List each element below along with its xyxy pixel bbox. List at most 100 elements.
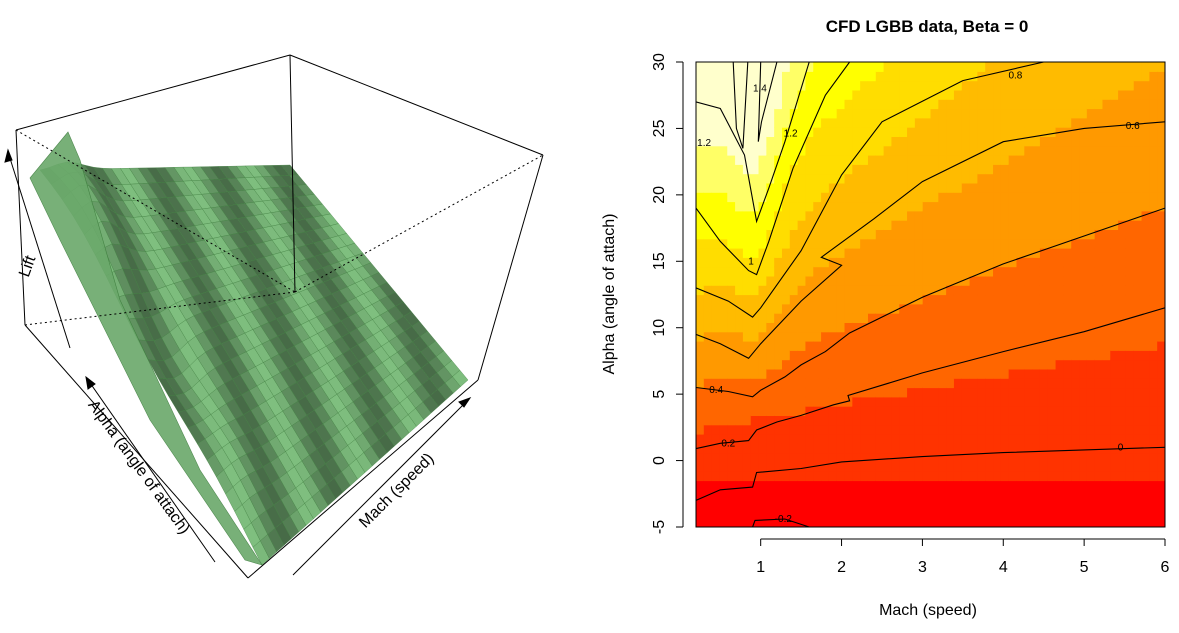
heatmap-cell: [1149, 71, 1158, 82]
heatmap-cell: [781, 210, 791, 221]
heatmap-cell: [711, 192, 721, 203]
heatmap-cell: [1094, 99, 1104, 110]
heatmap-cell: [938, 220, 947, 230]
heatmap-cell: [1094, 499, 1104, 509]
heatmap-cell: [821, 164, 830, 175]
heatmap-cell: [781, 229, 791, 240]
heatmap-cell: [758, 127, 767, 137]
heatmap-cell: [727, 517, 736, 527]
heatmap-cell: [1039, 471, 1049, 482]
heatmap-cell: [875, 127, 885, 137]
heatmap-cell: [961, 517, 971, 527]
heatmap-cell: [1141, 285, 1150, 296]
heatmap-cell: [1133, 238, 1143, 249]
heatmap-cell: [1094, 424, 1104, 435]
heatmap-cell: [1016, 368, 1025, 379]
heatmap-cell: [766, 71, 775, 82]
heatmap-cell: [703, 89, 713, 100]
heatmap-cell: [766, 322, 775, 333]
heatmap-cell: [961, 322, 971, 333]
heatmap-cell: [1086, 424, 1096, 435]
heatmap-cell: [1008, 164, 1018, 175]
heatmap-cell: [836, 443, 846, 454]
contour-label: 0.2: [721, 438, 735, 449]
heatmap-cell: [750, 182, 760, 193]
heatmap-cell: [1079, 313, 1088, 323]
heatmap-cell: [703, 127, 713, 137]
heatmap-cell: [1039, 164, 1049, 175]
heatmap-cell: [711, 406, 721, 416]
heatmap-cell: [742, 89, 752, 100]
heatmap-cell: [985, 406, 994, 416]
heatmap-cell: [969, 192, 978, 203]
heatmap-cell: [1071, 62, 1080, 72]
heatmap-cell: [860, 275, 869, 286]
heatmap-cell: [742, 471, 752, 482]
heatmap-cell: [1063, 424, 1072, 435]
heatmap-cell: [703, 238, 713, 249]
heatmap-cell: [938, 257, 947, 268]
heatmap-cell: [867, 415, 877, 426]
heatmap-cell: [860, 89, 869, 100]
heatmap-cell: [1079, 378, 1088, 389]
heatmap-cell: [711, 99, 721, 110]
heatmap-cell: [1055, 238, 1064, 249]
heatmap-cell: [867, 350, 877, 361]
heatmap-cell: [1032, 164, 1041, 175]
heatmap-cell: [891, 285, 900, 296]
heatmap-cell: [930, 396, 939, 407]
heatmap-cell: [1125, 489, 1135, 500]
heatmap-cell: [711, 89, 721, 100]
contour-label: 1.2: [784, 129, 798, 140]
heatmap-cell: [1063, 164, 1072, 175]
heatmap-cell: [977, 192, 986, 203]
heatmap-cell: [1149, 220, 1158, 230]
heatmap-cell: [1094, 108, 1104, 119]
heatmap-cell: [930, 266, 939, 277]
heatmap-cell: [938, 71, 947, 82]
heatmap-cell: [930, 192, 939, 203]
heatmap-cell: [993, 99, 1002, 110]
heatmap-cell: [1071, 415, 1080, 426]
heatmap-cell: [781, 517, 791, 527]
heatmap-cell: [1079, 145, 1088, 156]
heatmap-cell: [883, 257, 893, 268]
heatmap-cell: [860, 499, 869, 509]
alpha-axis-arrow: [87, 379, 216, 563]
heatmap-cell: [969, 461, 978, 472]
heatmap-cell: [891, 350, 900, 361]
heatmap-cell: [1149, 238, 1158, 249]
heatmap-cell: [930, 173, 939, 184]
heatmap-cell: [1008, 210, 1018, 221]
heatmap-cell: [1047, 368, 1057, 379]
heatmap-cell: [742, 452, 752, 463]
heatmap-cell: [774, 303, 783, 314]
heatmap-cell: [1055, 331, 1064, 342]
heatmap-cell: [985, 173, 994, 184]
heatmap-cell: [813, 499, 822, 509]
heatmap-cell: [1071, 350, 1080, 361]
heatmap-cell: [813, 192, 822, 203]
heatmap-cell: [953, 238, 963, 249]
contour-label: 0.8: [1008, 70, 1022, 81]
heatmap-cell: [1149, 396, 1158, 407]
heatmap-cell: [1000, 415, 1010, 426]
heatmap-cell: [961, 396, 971, 407]
heatmap-cell: [836, 275, 846, 286]
heatmap-cell: [750, 164, 760, 175]
heatmap-cell: [1149, 294, 1158, 305]
heatmap-cell: [1079, 155, 1088, 165]
heatmap-cell: [1032, 80, 1041, 91]
heatmap-cell: [828, 517, 838, 527]
heatmap-cell: [1024, 248, 1033, 258]
heatmap-cell: [1071, 489, 1080, 500]
heatmap-cell: [828, 62, 838, 72]
heatmap-cell: [774, 396, 783, 407]
heatmap-cell: [1125, 322, 1135, 333]
heatmap-cell: [1102, 108, 1111, 119]
heatmap-cell: [727, 480, 736, 491]
heatmap-cell: [719, 145, 728, 156]
heatmap-cell: [703, 396, 713, 407]
heatmap-cell: [1047, 201, 1057, 212]
heatmap-cell: [930, 164, 939, 175]
